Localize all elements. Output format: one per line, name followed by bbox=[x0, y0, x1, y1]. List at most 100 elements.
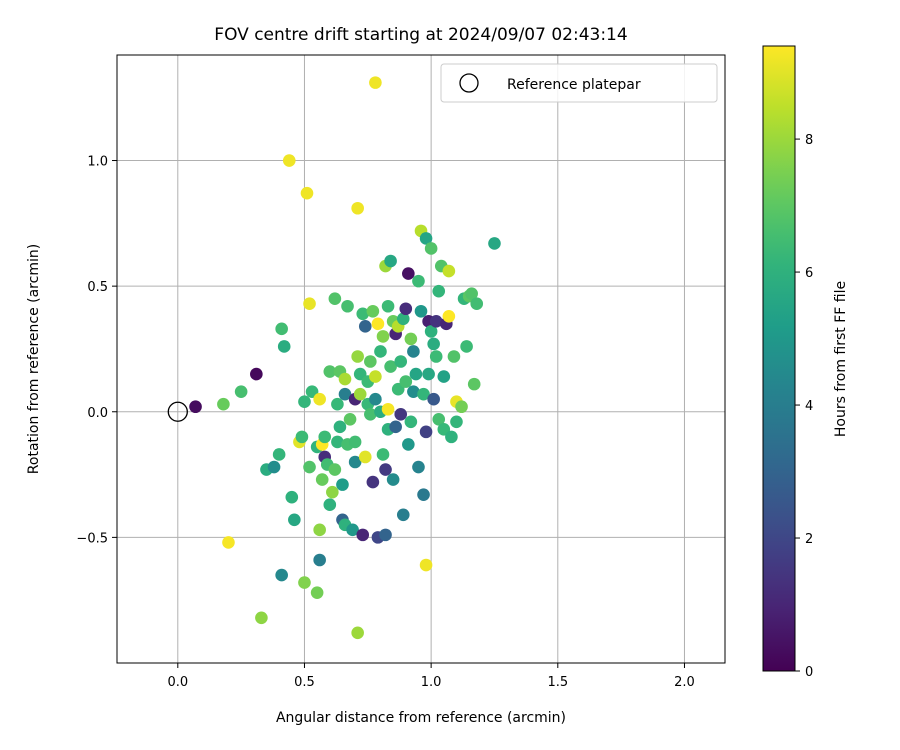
data-point bbox=[384, 254, 397, 268]
data-point bbox=[331, 397, 344, 411]
data-point bbox=[442, 309, 456, 323]
data-point bbox=[277, 340, 291, 353]
data-point bbox=[424, 242, 438, 255]
data-point bbox=[310, 586, 324, 599]
data-point bbox=[275, 568, 288, 582]
data-point bbox=[313, 392, 326, 406]
data-point bbox=[389, 420, 402, 434]
x-tick-label: 0.0 bbox=[167, 675, 188, 690]
data-point bbox=[465, 287, 478, 300]
data-point bbox=[234, 385, 248, 398]
data-point bbox=[328, 463, 342, 476]
data-point bbox=[318, 430, 332, 444]
reference-platepar-marker bbox=[167, 401, 188, 422]
data-point bbox=[394, 355, 408, 368]
data-point bbox=[366, 475, 380, 489]
data-point bbox=[396, 508, 410, 522]
data-point bbox=[445, 430, 458, 444]
data-point bbox=[303, 297, 316, 311]
data-point bbox=[353, 387, 367, 401]
data-point bbox=[341, 299, 354, 313]
data-point bbox=[275, 322, 288, 336]
data-point bbox=[343, 412, 357, 426]
data-point bbox=[351, 350, 364, 363]
data-point bbox=[409, 367, 423, 381]
y-tick-label: −0.5 bbox=[76, 531, 108, 546]
data-point bbox=[376, 330, 390, 343]
data-point bbox=[407, 385, 420, 398]
data-point bbox=[217, 397, 230, 411]
data-point bbox=[429, 350, 443, 363]
data-point bbox=[333, 420, 347, 434]
data-point bbox=[470, 297, 484, 311]
data-point bbox=[427, 337, 440, 351]
x-tick-label: 1.5 bbox=[547, 675, 568, 690]
data-point bbox=[414, 304, 428, 318]
data-point bbox=[336, 478, 349, 491]
data-point bbox=[404, 415, 418, 429]
data-point bbox=[419, 232, 433, 245]
data-point bbox=[303, 460, 316, 474]
colorbar bbox=[762, 45, 796, 672]
data-point bbox=[419, 558, 433, 572]
data-point bbox=[424, 325, 438, 338]
data-point bbox=[255, 611, 268, 625]
data-point bbox=[432, 412, 446, 426]
legend-reference-marker bbox=[459, 73, 479, 93]
data-point bbox=[429, 315, 443, 328]
data-point bbox=[323, 365, 337, 378]
data-point bbox=[272, 448, 286, 461]
data-point bbox=[267, 460, 281, 474]
data-point bbox=[467, 377, 481, 391]
data-point bbox=[460, 340, 473, 353]
data-point bbox=[386, 473, 400, 486]
data-point bbox=[356, 528, 370, 542]
y-axis-ticks: −0.5 0.0 0.5 1.0 bbox=[76, 155, 117, 546]
data-point bbox=[298, 576, 311, 589]
data-point bbox=[348, 455, 362, 469]
data-point bbox=[407, 345, 420, 358]
colorbar-label: Hours from first FF file bbox=[833, 281, 849, 437]
chart-title: FOV centre drift starting at 2024/09/07 … bbox=[214, 25, 627, 45]
data-point bbox=[189, 400, 202, 414]
data-point bbox=[323, 498, 337, 512]
reference-marker-group bbox=[167, 401, 188, 422]
data-point bbox=[358, 320, 372, 333]
data-point bbox=[282, 154, 296, 167]
data-point bbox=[381, 299, 395, 313]
data-point bbox=[338, 372, 352, 386]
data-point bbox=[412, 460, 425, 474]
data-point bbox=[384, 360, 397, 373]
data-point bbox=[427, 392, 440, 406]
colorbar-ticks: 0 2 4 6 8 bbox=[795, 133, 813, 680]
data-point bbox=[364, 407, 377, 421]
data-point bbox=[295, 430, 309, 444]
data-point bbox=[412, 274, 425, 288]
data-point bbox=[417, 387, 430, 401]
colorbar-tick-label: 4 bbox=[805, 399, 813, 414]
legend: Reference platepar bbox=[440, 63, 718, 103]
data-point bbox=[313, 553, 326, 567]
data-point bbox=[432, 284, 446, 298]
colorbar-tick-label: 8 bbox=[805, 133, 813, 148]
data-point bbox=[442, 264, 456, 278]
data-point bbox=[328, 292, 342, 306]
data-point bbox=[381, 402, 395, 416]
data-point bbox=[346, 523, 359, 537]
x-tick-label: 1.0 bbox=[421, 675, 442, 690]
colorbar-tick-label: 6 bbox=[805, 266, 813, 281]
data-point bbox=[369, 392, 382, 406]
data-point bbox=[250, 367, 263, 381]
data-point bbox=[422, 367, 435, 381]
colorbar-tick-label: 0 bbox=[805, 665, 813, 680]
data-point bbox=[399, 302, 413, 316]
data-point bbox=[417, 488, 430, 501]
data-point bbox=[351, 201, 364, 215]
scatter-points bbox=[189, 76, 501, 640]
data-point bbox=[285, 490, 299, 504]
data-point bbox=[455, 400, 468, 414]
data-point bbox=[376, 448, 390, 461]
data-point bbox=[358, 450, 372, 464]
y-tick-label: 0.5 bbox=[87, 280, 108, 295]
